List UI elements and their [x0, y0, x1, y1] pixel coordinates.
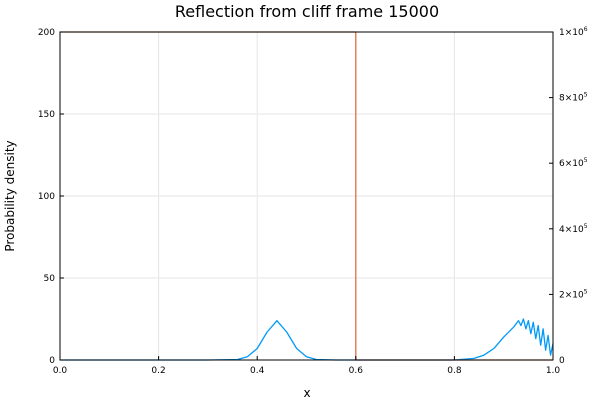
x-tick-label: 0.8	[447, 366, 462, 376]
x-tick-label: 0.2	[151, 366, 165, 376]
x-tick-label: 1.0	[546, 366, 561, 376]
y2-tick-label: 6×105	[559, 157, 588, 169]
y-tick-label: 150	[38, 110, 55, 120]
series-line-1	[60, 318, 554, 361]
x-ticks: 0.0 0.2 0.4 0.6 0.8 1.0	[53, 356, 561, 376]
y-ticks: 0 50 100 150 200	[38, 28, 64, 366]
y2-ticks: 0 2×105 4×105 6×105 8×105 1×106	[549, 26, 588, 366]
y-tick-label: 100	[38, 192, 55, 202]
y-tick-label: 50	[44, 274, 56, 284]
x-tick-label: 0.6	[349, 366, 364, 376]
y2-tick-label: 1×106	[559, 26, 588, 38]
x-tick-label: 0.4	[250, 366, 265, 376]
y-tick-label: 0	[49, 356, 55, 366]
y-axis-label: Probability density	[3, 140, 17, 251]
chart-title: Reflection from cliff frame 15000	[175, 2, 439, 21]
grid	[59, 31, 554, 361]
y2-tick-label: 4×105	[559, 223, 588, 235]
y2-tick-label: 8×105	[559, 92, 588, 104]
y-tick-label: 200	[38, 28, 55, 38]
y2-tick-label: 2×105	[559, 288, 588, 300]
y2-tick-label: 0	[559, 356, 565, 366]
x-tick-label: 0.0	[53, 366, 68, 376]
x-axis-label: x	[303, 386, 310, 400]
